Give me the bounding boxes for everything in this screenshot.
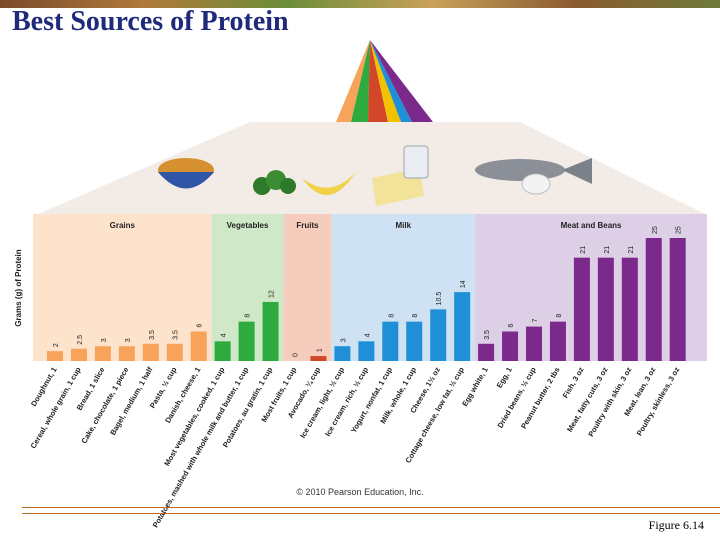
- broccoli-icon: [253, 170, 296, 195]
- x-tick-label: Fish, 3 oz: [561, 365, 586, 399]
- bar: [166, 343, 183, 361]
- bar-value-label: 14: [460, 280, 467, 288]
- group-header: Vegetables: [227, 221, 269, 230]
- bar-value-label: 7: [532, 319, 539, 323]
- group-header: Meat and Beans: [561, 221, 622, 230]
- bar: [454, 292, 471, 361]
- bar: [334, 346, 351, 361]
- bar: [669, 238, 686, 361]
- top-decorative-strip: [0, 0, 720, 8]
- bar: [47, 351, 63, 361]
- bar: [478, 343, 495, 361]
- bar: [310, 356, 327, 361]
- bar: [430, 309, 447, 361]
- bar-value-label: 10.5: [436, 292, 443, 306]
- bar-value-label: 21: [580, 246, 587, 254]
- cereal-bowl-icon: [158, 158, 214, 189]
- bar: [94, 346, 111, 361]
- bar-value-label: 8: [556, 314, 563, 318]
- x-tick-label: Egg, 1: [495, 366, 514, 390]
- bar: [573, 257, 590, 361]
- bar-value-label: 3.5: [484, 330, 491, 340]
- bar-value-label: 2: [53, 343, 60, 347]
- bar-value-label: 0: [293, 353, 300, 357]
- divider-line: [22, 513, 720, 514]
- bar-value-label: 25: [676, 226, 683, 234]
- y-axis-label: Grams (g) of Protein: [14, 249, 23, 326]
- bar-value-label: 4: [221, 333, 228, 337]
- bar: [238, 321, 255, 361]
- bar: [597, 257, 614, 361]
- divider-line: [22, 507, 720, 508]
- bar: [549, 321, 566, 361]
- bar-value-label: 4: [364, 333, 371, 337]
- bar-value-label: 8: [412, 314, 419, 318]
- figure-caption: Figure 6.14: [648, 518, 704, 532]
- bar-value-label: 1: [316, 348, 323, 352]
- bar: [190, 331, 207, 361]
- copyright-notice: © 2010 Pearson Education, Inc.: [296, 487, 424, 497]
- bar-value-label: 3: [125, 338, 132, 342]
- x-tick-label: Poultry, skinless, 3 oz: [635, 365, 682, 437]
- bar-value-label: 6: [197, 323, 204, 327]
- bar: [70, 348, 87, 361]
- slide-title: Best Sources of Protein: [12, 6, 289, 37]
- bar: [142, 343, 159, 361]
- group-panel-fruits: [283, 214, 332, 361]
- bar-value-label: 25: [652, 226, 659, 234]
- x-tick-label: Bagel, medium, 1 half: [108, 365, 155, 437]
- bar: [621, 257, 638, 361]
- bar: [262, 301, 279, 361]
- food-pyramid-icon: [36, 40, 707, 215]
- bar-value-label: 3: [101, 338, 108, 342]
- group-header: Milk: [395, 221, 411, 230]
- bar-value-label: 3.5: [173, 330, 180, 340]
- group-panel-milk: [331, 214, 476, 361]
- bar: [645, 238, 662, 361]
- bar: [118, 346, 135, 361]
- bar-value-label: 21: [604, 246, 611, 254]
- group-header: Grains: [110, 221, 136, 230]
- bar: [406, 321, 423, 361]
- group-header: Fruits: [296, 221, 319, 230]
- banana-icon: [302, 172, 356, 196]
- group-panel-grains: [33, 214, 212, 361]
- x-tick-label: Ice cream, light, ½ cup: [298, 365, 346, 440]
- bar: [382, 321, 399, 361]
- bar: [502, 331, 519, 361]
- bar-value-label: 3.5: [149, 330, 156, 340]
- x-tick-label: Ice cream, rich, ½ cup: [323, 365, 370, 438]
- x-tick-label: Poultry with skin, 3 oz: [586, 365, 633, 438]
- bar-value-label: 8: [245, 314, 252, 318]
- egg-icon: [521, 173, 551, 195]
- bar-value-label: 12: [269, 290, 276, 298]
- bar-value-label: 8: [388, 314, 395, 318]
- bar: [214, 341, 231, 361]
- bar-value-label: 6: [508, 323, 515, 327]
- milk-glass-icon: [403, 145, 429, 179]
- bar-value-label: 2.5: [77, 335, 84, 345]
- bar: [358, 341, 375, 361]
- bar: [526, 326, 542, 361]
- bar-value-label: 3: [340, 338, 347, 342]
- bar-value-label: 21: [628, 246, 635, 254]
